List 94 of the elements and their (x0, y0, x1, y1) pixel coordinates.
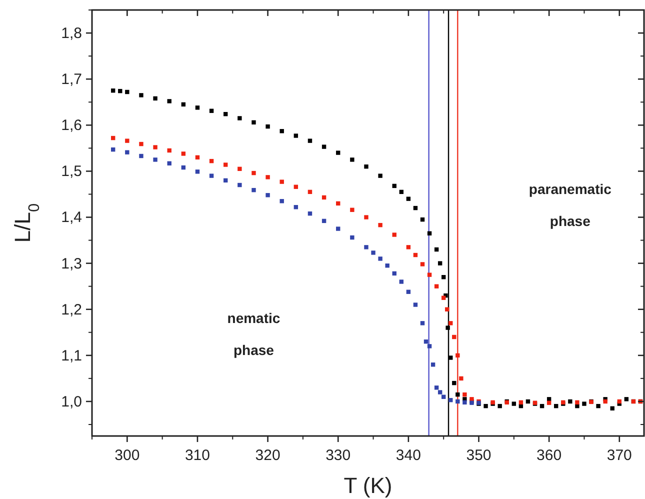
point (448, 321, 453, 326)
point (350, 208, 354, 212)
point (224, 178, 228, 182)
point (603, 399, 608, 404)
point (224, 162, 228, 167)
point (294, 184, 298, 189)
point (420, 321, 425, 326)
point (462, 400, 467, 404)
point (434, 284, 439, 288)
point (459, 376, 464, 381)
point (280, 199, 284, 204)
y-tick-label: 1,3 (61, 255, 82, 272)
point (350, 235, 354, 240)
x-tick-label: 320 (255, 447, 280, 464)
point (266, 175, 270, 180)
point (195, 170, 200, 174)
x-tick-label: 310 (184, 447, 210, 464)
annotation: nematic phase (227, 310, 280, 358)
point (294, 205, 298, 210)
point (209, 174, 214, 178)
point (441, 394, 446, 399)
point (110, 147, 116, 152)
point (445, 307, 450, 312)
x-tick-label: 360 (536, 447, 562, 464)
point (238, 182, 242, 188)
point (392, 232, 396, 237)
point (392, 271, 396, 276)
point (420, 262, 425, 266)
point (427, 344, 432, 348)
point (336, 226, 340, 231)
point (448, 398, 453, 402)
point (322, 218, 326, 224)
point (139, 154, 144, 158)
point (430, 362, 436, 367)
point (546, 400, 552, 405)
point (413, 252, 418, 258)
point (518, 400, 524, 404)
point (308, 190, 312, 194)
point (452, 334, 456, 340)
point (167, 161, 172, 166)
point (125, 150, 130, 154)
y-tick-label: 1,2 (61, 301, 82, 318)
x-tick-label: 350 (466, 447, 492, 464)
point (438, 390, 442, 394)
x-tick-label: 300 (114, 447, 140, 464)
point (195, 155, 200, 160)
point (456, 399, 460, 404)
point (434, 386, 439, 390)
point (364, 245, 368, 250)
point (266, 193, 270, 198)
x-axis-title: T (K) (344, 473, 392, 498)
y-tick-label: 1,7 (61, 71, 82, 88)
point (456, 353, 460, 358)
point (617, 399, 622, 404)
point (153, 158, 158, 162)
point (153, 145, 158, 150)
point (181, 152, 186, 156)
point (167, 148, 172, 153)
y-tick-label: 1,1 (61, 347, 82, 364)
point (424, 339, 428, 344)
point (575, 400, 580, 404)
point (252, 170, 256, 176)
point (252, 188, 256, 192)
point (336, 201, 340, 206)
point (139, 142, 144, 146)
point (238, 166, 242, 171)
point (378, 222, 382, 228)
annotation: paranematic phase (528, 181, 612, 230)
y-tick-label: 1,5 (61, 163, 82, 180)
point (371, 250, 376, 255)
point (441, 296, 446, 300)
x-tick-label: 370 (606, 447, 632, 464)
point (462, 392, 467, 397)
point (413, 302, 418, 307)
point (406, 290, 411, 294)
point (181, 165, 186, 170)
point (308, 211, 312, 216)
point (406, 245, 411, 250)
point (385, 264, 390, 268)
y-tick-label: 1,6 (61, 117, 82, 134)
point (378, 256, 382, 261)
point (364, 215, 368, 220)
y-tick-label: 1,8 (61, 25, 82, 42)
point (280, 180, 284, 184)
x-tick-label: 330 (326, 447, 351, 464)
y-tick-label: 1,0 (61, 393, 82, 410)
y-tick-label: 1,4 (61, 209, 82, 226)
point (399, 280, 404, 284)
x-tick-label: 340 (396, 447, 421, 464)
point (427, 272, 432, 277)
point (110, 136, 116, 140)
point (322, 195, 326, 200)
point (125, 138, 130, 143)
point (209, 158, 214, 164)
